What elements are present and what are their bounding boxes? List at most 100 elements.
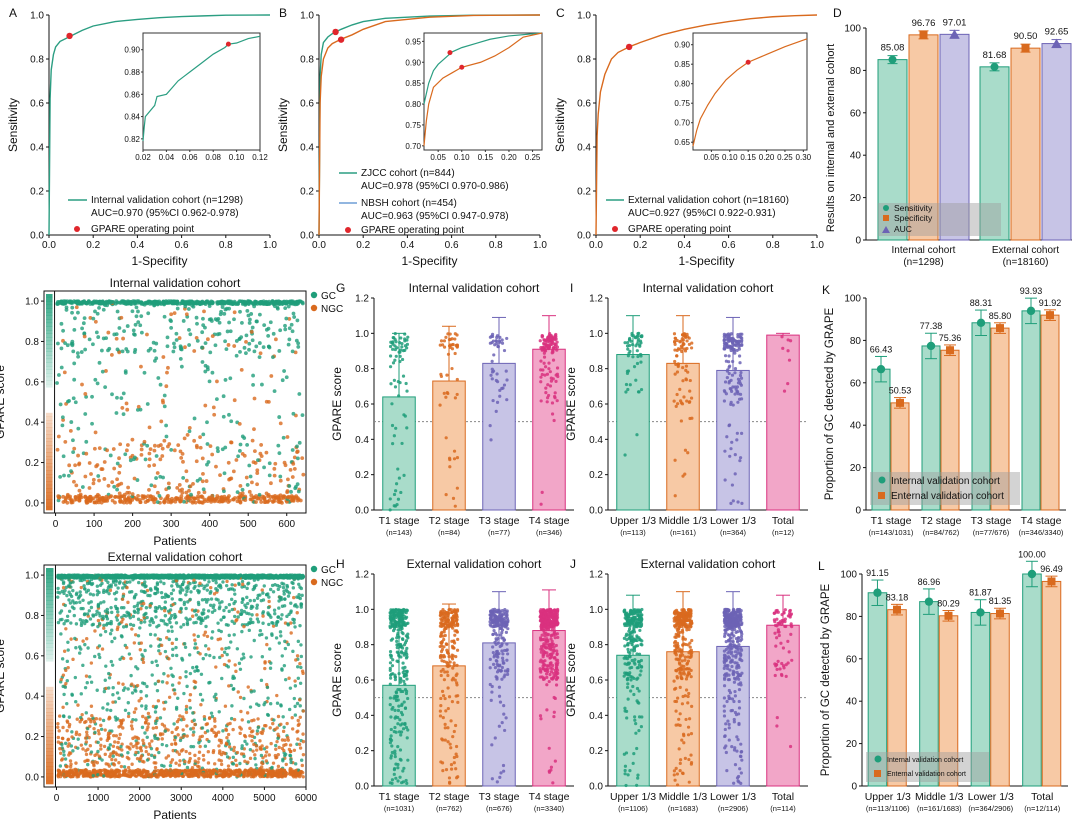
ngc-point <box>103 728 107 732</box>
ngc-point <box>178 449 183 454</box>
gc-point <box>224 605 228 610</box>
ngc-point <box>141 738 145 743</box>
gc-point <box>104 664 108 668</box>
gc-point <box>217 710 221 714</box>
ngc-point <box>290 727 295 731</box>
heat-strip-cell <box>46 405 53 410</box>
ngc-point <box>61 725 65 730</box>
ngc-point <box>271 495 276 500</box>
gc-point <box>284 375 289 380</box>
ngc-point <box>208 769 212 774</box>
ngc-point <box>283 738 287 742</box>
ngc-point <box>93 753 97 758</box>
gc-point <box>161 475 165 480</box>
gc-point <box>81 606 85 611</box>
ngc-point <box>179 455 184 460</box>
ngc-point <box>62 370 67 375</box>
ngc-point <box>292 467 297 471</box>
gc-point <box>106 686 111 690</box>
ngc-point <box>172 448 177 453</box>
ngc-point <box>255 468 260 473</box>
gc-point <box>96 335 101 339</box>
ngc-point <box>205 337 210 342</box>
gc-point <box>97 360 102 365</box>
gc-point <box>248 705 253 709</box>
ngc-point <box>56 434 61 439</box>
x-tick-label: 0 <box>53 519 59 530</box>
gc-point <box>150 660 154 665</box>
ngc-point <box>252 427 256 432</box>
ngc-point <box>131 744 135 749</box>
gc-point <box>144 694 149 698</box>
inset-y-tick-label: 0.75 <box>674 99 690 108</box>
gc-point <box>293 625 297 629</box>
y-tick-label: 1.0 <box>25 571 39 582</box>
ngc-point <box>166 481 171 486</box>
y-tick-label: 1.0 <box>30 11 44 22</box>
data-label: 85.08 <box>881 43 905 54</box>
ngc-point <box>262 497 267 502</box>
heat-strip-cell <box>46 690 54 695</box>
ngc-point <box>112 733 116 738</box>
y-tick-label: 0.4 <box>577 143 591 154</box>
ngc-point <box>210 452 215 457</box>
gc-point <box>61 454 66 459</box>
gc-point <box>179 598 183 602</box>
gc-point <box>165 344 170 349</box>
gc-point <box>226 587 231 592</box>
gc-point <box>86 726 90 731</box>
ngc-point <box>57 729 61 733</box>
gc-point <box>242 345 247 350</box>
gc-point <box>291 617 295 622</box>
gc-point <box>95 381 100 386</box>
heat-strip-cell <box>46 326 53 331</box>
gc-point <box>139 620 143 625</box>
gc-point <box>247 321 252 325</box>
ngc-point <box>65 500 70 505</box>
gc-point <box>264 636 269 640</box>
ngc-point <box>176 733 180 737</box>
gc-point <box>58 474 63 479</box>
ngc-point <box>144 716 148 720</box>
ngc-point <box>65 720 70 724</box>
gc-point <box>222 471 227 476</box>
gc-point <box>283 639 287 644</box>
ngc-point <box>142 439 147 444</box>
ngc-point <box>79 743 84 747</box>
gc-point <box>152 755 157 760</box>
heat-strip-cell <box>46 312 53 316</box>
heat-strip-cell <box>46 322 53 327</box>
gc-point <box>249 690 254 694</box>
gc-point <box>222 608 226 613</box>
gc-point <box>126 701 130 705</box>
gc-point <box>256 725 260 730</box>
gc-point <box>69 469 73 474</box>
gc-point <box>122 765 127 769</box>
x-tick-label: 0.0 <box>42 240 56 251</box>
gc-point <box>256 458 260 463</box>
ngc-point <box>250 438 255 443</box>
ngc-point <box>298 662 302 666</box>
ngc-point <box>88 494 92 499</box>
gc-point <box>111 754 115 758</box>
bar <box>908 34 939 241</box>
gc-point <box>81 619 85 623</box>
gc-point <box>281 435 286 440</box>
gc-point <box>175 306 180 311</box>
gc-point <box>235 490 240 494</box>
gc-point <box>55 381 59 385</box>
ngc-point <box>226 343 231 347</box>
gc-point <box>124 624 129 629</box>
ngc-point <box>199 702 203 707</box>
inset-y-tick-label: 0.80 <box>674 80 690 89</box>
gc-point <box>170 597 174 601</box>
gc-point <box>192 416 197 421</box>
ngc-point <box>144 749 148 754</box>
heat-strip-cell <box>46 661 54 666</box>
ngc-point <box>181 748 185 752</box>
ngc-point <box>264 399 269 404</box>
ngc-point <box>99 747 103 751</box>
gc-point <box>240 744 244 748</box>
gc-point <box>93 309 97 314</box>
gc-point <box>112 484 117 489</box>
